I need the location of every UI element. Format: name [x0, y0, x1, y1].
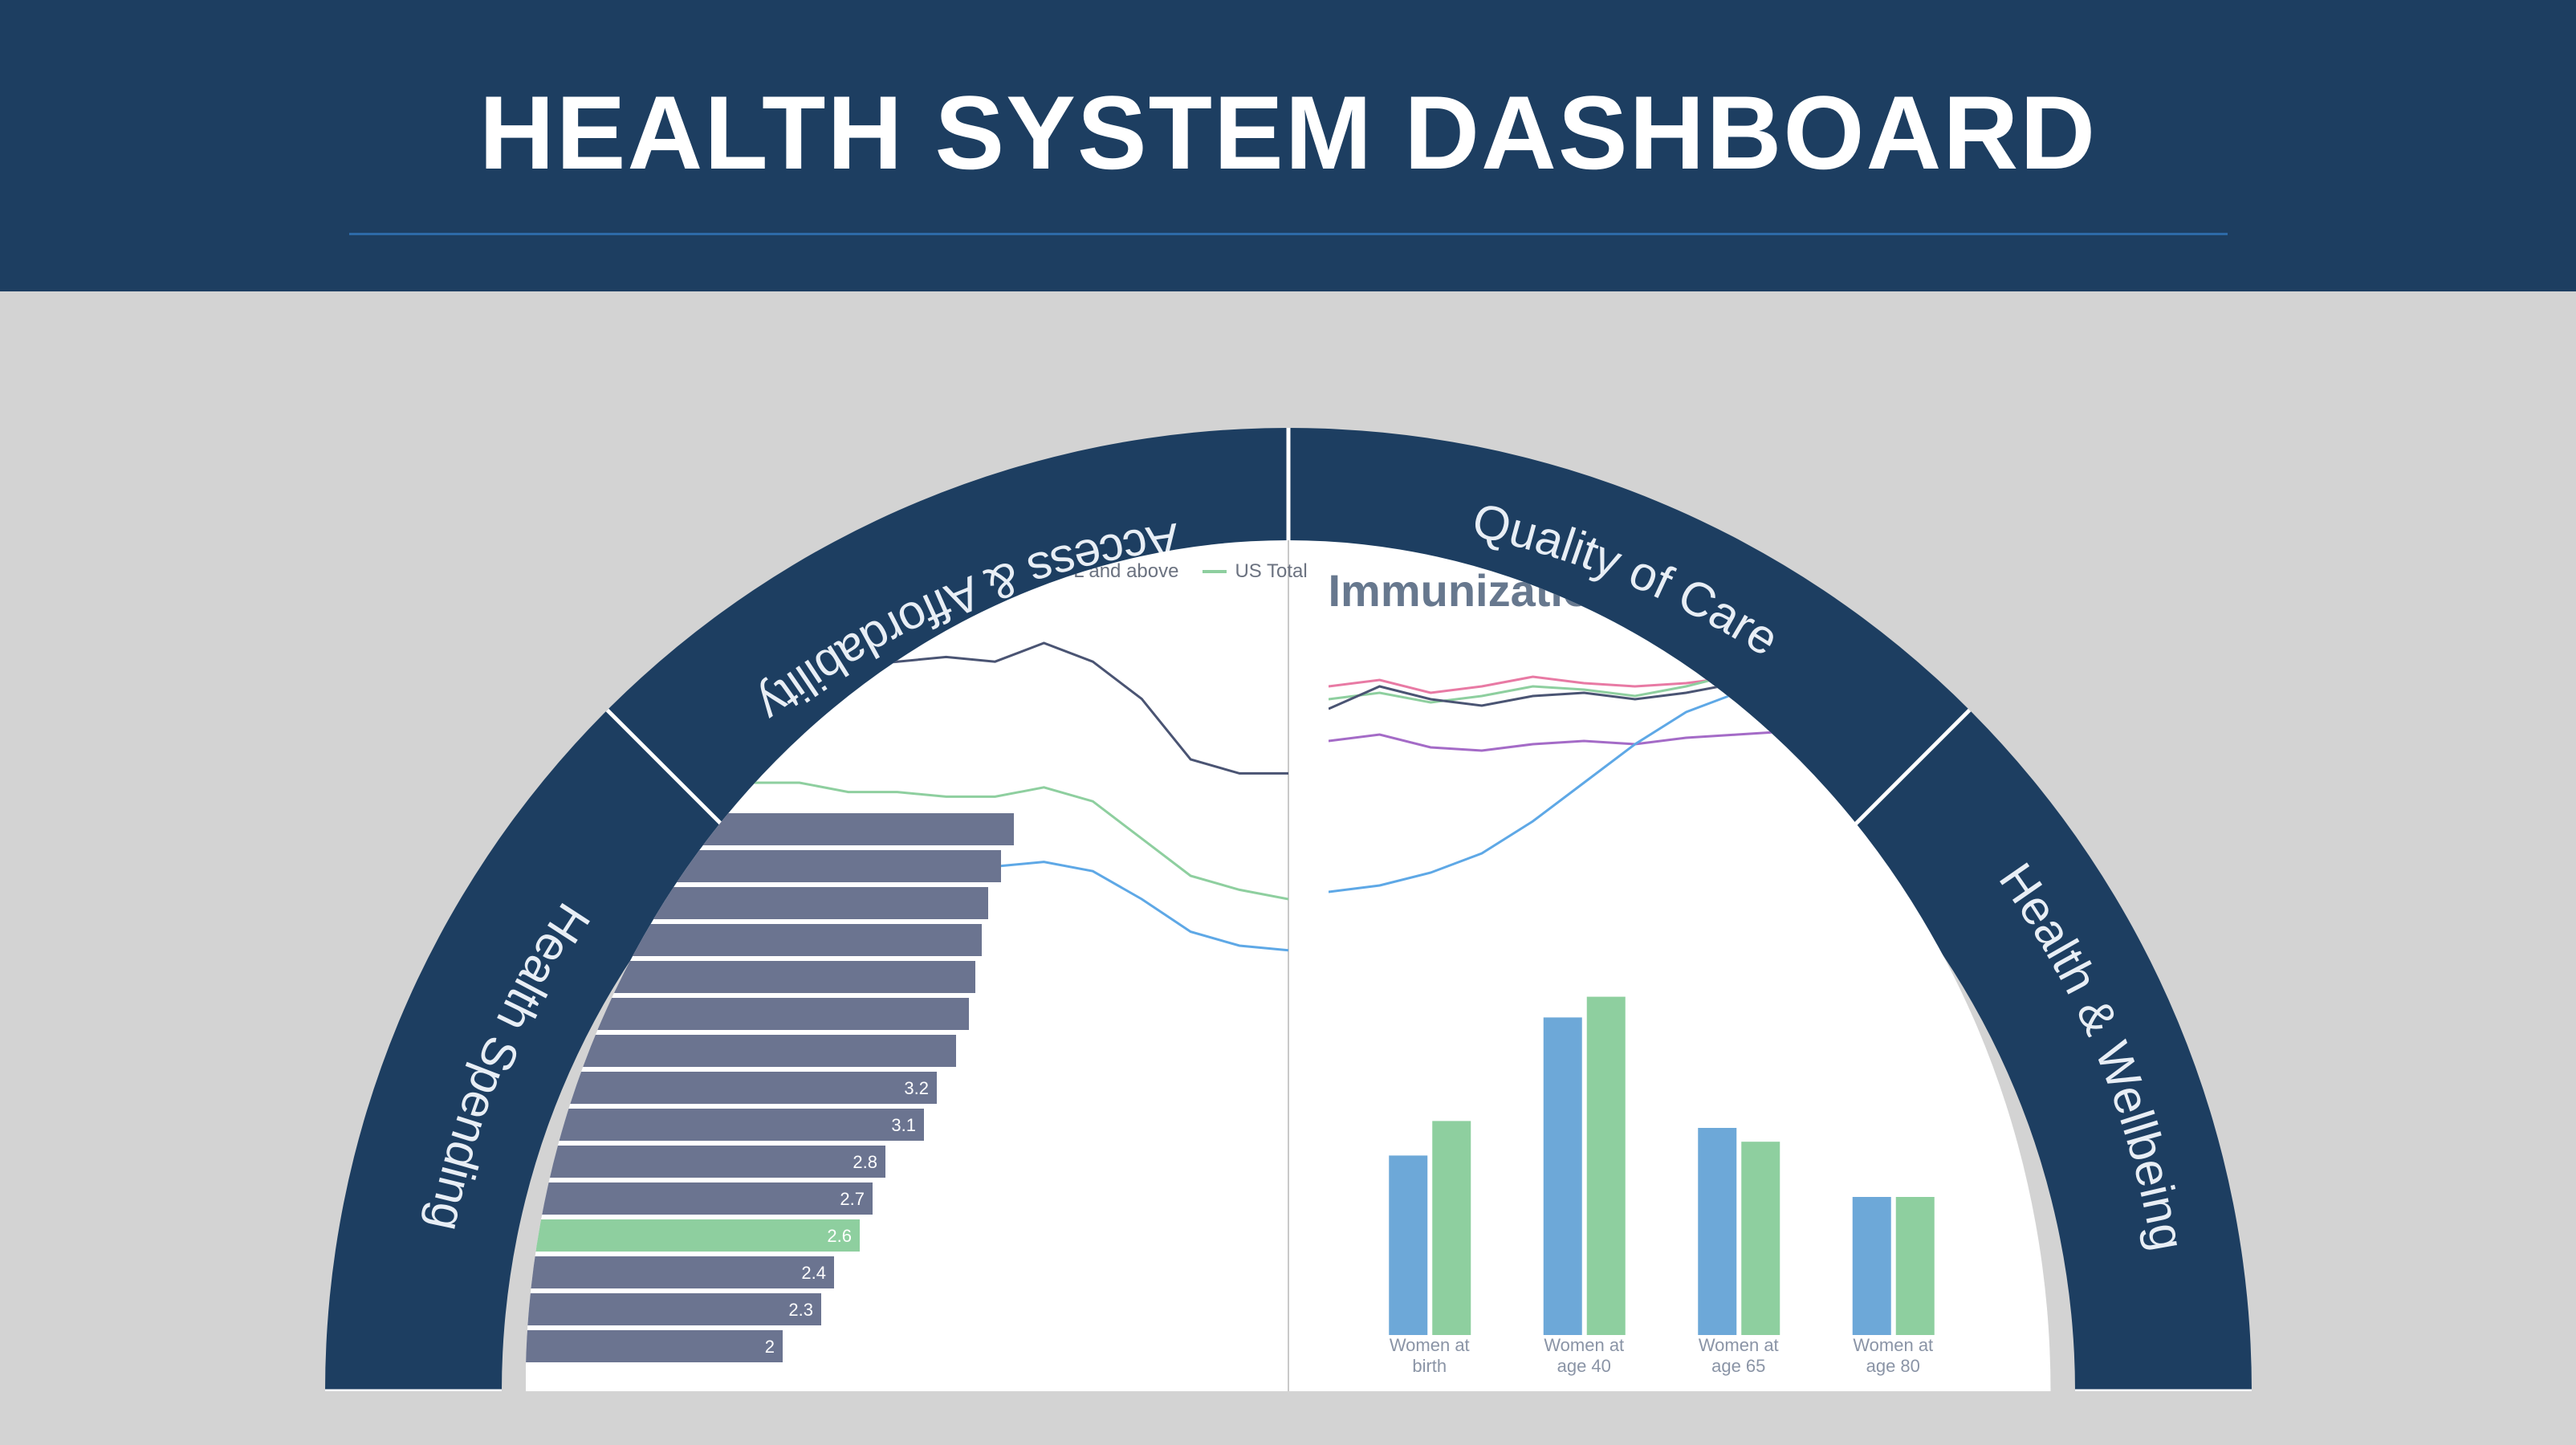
spending-bar [526, 1330, 783, 1362]
wellbeing-bar [1852, 1197, 1890, 1335]
quality-lines-svg [1329, 629, 1890, 950]
spending-bar [526, 1146, 885, 1178]
access-series-line [751, 643, 1288, 773]
legend-swatch [1203, 570, 1227, 573]
spending-bar-label: 2 [764, 1337, 774, 1357]
spending-bar-label: 3.1 [891, 1115, 916, 1135]
wellbeing-category-label: Women atage 65 [1662, 1335, 1817, 1378]
legend-label: US Total [1235, 560, 1307, 583]
wellbeing-bar [1586, 997, 1625, 1335]
spending-bar [526, 1293, 821, 1325]
quality-chart-title: Immunization rates [1329, 564, 1890, 617]
health-spending-chart: 3.2 3.1 2.8 2.7 2.62.4 2.3 2 [526, 813, 1040, 1391]
legend-label: 200% FPL and above [995, 560, 1179, 583]
wellbeing-bars-svg [1353, 990, 1971, 1335]
quality-series-line [1329, 674, 1890, 693]
spending-bar-label: 2.3 [788, 1300, 813, 1320]
wellbeing-category-label: Women atbirth [1353, 1335, 1508, 1378]
wellbeing-bar [1432, 1121, 1471, 1335]
spending-bar-label: 2.4 [801, 1263, 826, 1283]
spending-bar [526, 1035, 956, 1067]
dashboard-area: Health SpendingAccess & AffordabilityQua… [0, 291, 2576, 1391]
spending-bar-label: 2.8 [853, 1152, 877, 1172]
spending-bar [526, 924, 982, 956]
wellbeing-bar [1741, 1142, 1780, 1335]
spending-bar-label: 3.2 [904, 1078, 929, 1098]
spending-bar [526, 998, 969, 1030]
spending-bar-label: 2.7 [840, 1189, 865, 1209]
spending-bar [526, 1182, 873, 1215]
page-title: HEALTH SYSTEM DASHBOARD [0, 72, 2576, 193]
wellbeing-category-label: Women atage 80 [1816, 1335, 1971, 1378]
spending-bar [526, 961, 975, 993]
spending-bars-svg: 3.2 3.1 2.8 2.7 2.62.4 2.3 2 [526, 813, 1040, 1391]
wellbeing-bar [1543, 1017, 1581, 1335]
legend-item-200fpl: 200% FPL and above [962, 560, 1179, 583]
legend-swatch [962, 570, 987, 573]
wellbeing-bar [1698, 1128, 1736, 1335]
spending-bar [526, 850, 1001, 882]
quality-series-line [1329, 677, 1890, 892]
spending-bar [526, 1109, 924, 1141]
wellbeing-bar [1389, 1155, 1427, 1335]
health-wellbeing-chart: Women atbirthWomen atage 40Women atage 6… [1353, 990, 1971, 1391]
wellbeing-category-labels: Women atbirthWomen atage 40Women atage 6… [1353, 1335, 1971, 1378]
arc-container: Health SpendingAccess & AffordabilityQua… [325, 356, 2252, 1391]
legend-item-fpl: FPL [871, 560, 938, 583]
legend-item-ustotal: US Total [1203, 560, 1307, 583]
header-banner: HEALTH SYSTEM DASHBOARD [0, 0, 2576, 291]
legend-label: FPL [903, 560, 938, 583]
header-rule [349, 233, 2228, 235]
quality-series-line [1329, 725, 1890, 751]
spending-bar [526, 887, 988, 919]
spending-bar [526, 1072, 937, 1104]
wellbeing-category-label: Women atage 40 [1507, 1335, 1662, 1378]
quality-of-care-chart: Immunization rates [1329, 564, 1890, 950]
wellbeing-bar [1895, 1197, 1934, 1335]
legend-swatch [871, 570, 895, 573]
spending-bar [526, 813, 1014, 845]
spending-bar [526, 1219, 860, 1252]
arc-inner: FPL 200% FPL and above US Total 3.2 3.1 2.… [526, 540, 2051, 1391]
access-legend: FPL 200% FPL and above US Total [871, 560, 1308, 583]
spending-bar [526, 1256, 834, 1288]
spending-bar-label: 2.6 [827, 1226, 852, 1246]
